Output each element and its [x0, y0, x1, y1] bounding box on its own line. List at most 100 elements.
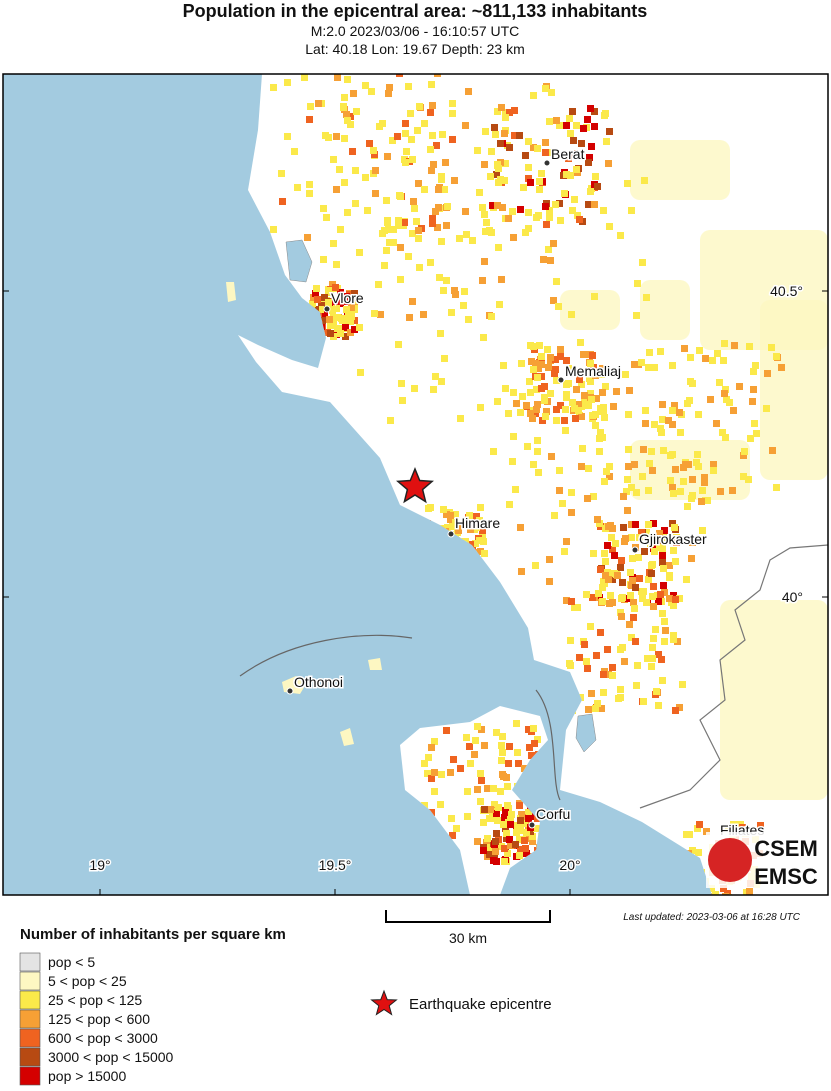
population-cell — [531, 740, 538, 747]
population-cell — [508, 811, 515, 818]
population-cell — [645, 576, 652, 583]
population-cell — [516, 836, 523, 843]
population-cell — [640, 446, 647, 453]
legend-label: 5 < pop < 25 — [48, 973, 127, 989]
population-cell — [409, 230, 416, 237]
population-cell — [588, 396, 595, 403]
population-cell — [650, 520, 657, 527]
population-cell — [486, 844, 493, 851]
population-cell — [538, 353, 545, 360]
legend-label: 3000 < pop < 15000 — [48, 1049, 174, 1065]
population-cell — [351, 294, 358, 301]
population-cell — [334, 314, 341, 321]
population-cell — [695, 463, 702, 470]
population-cell — [432, 208, 439, 215]
population-cell — [506, 743, 513, 750]
population-cell — [402, 130, 409, 137]
population-cell — [592, 422, 599, 429]
population-cell — [553, 377, 560, 384]
population-cell — [310, 294, 317, 301]
population-cell — [638, 359, 645, 366]
population-cell — [549, 149, 556, 156]
population-cell — [669, 421, 676, 428]
population-cell — [502, 807, 509, 814]
population-cell — [530, 144, 537, 151]
population-cell — [350, 90, 357, 97]
population-cell — [306, 116, 313, 123]
population-cell — [634, 280, 641, 287]
subtitle: M:2.0 2023/03/06 - 16:10:57 UTC — [311, 23, 520, 39]
population-cell — [730, 407, 737, 414]
population-cell — [687, 354, 694, 361]
population-cell — [538, 170, 545, 177]
population-cell — [583, 591, 590, 598]
population-cell — [333, 261, 340, 268]
population-cell — [456, 235, 463, 242]
population-cell — [651, 548, 658, 555]
population-cell — [438, 771, 445, 778]
population-cell — [480, 334, 487, 341]
population-cell — [542, 149, 549, 156]
population-cell — [375, 281, 382, 288]
population-cell — [431, 788, 438, 795]
population-cell — [720, 885, 727, 892]
population-cell — [535, 469, 542, 476]
population-cell — [534, 401, 541, 408]
city-dot — [631, 546, 639, 554]
population-cell — [680, 478, 687, 485]
population-cell — [516, 132, 523, 139]
population-cell — [518, 360, 525, 367]
population-cell — [581, 641, 588, 648]
population-cell — [448, 815, 455, 822]
population-cell — [709, 357, 716, 364]
population-cell — [477, 770, 484, 777]
population-cell — [657, 348, 664, 355]
population-cell — [667, 477, 674, 484]
population-cell — [344, 76, 351, 83]
population-cell — [635, 554, 642, 561]
logo-text: CSEM — [754, 836, 818, 861]
population-cell — [521, 820, 528, 827]
population-cell — [571, 150, 578, 157]
population-cell — [466, 512, 473, 519]
population-cell — [661, 638, 668, 645]
population-cell — [342, 333, 349, 340]
population-cell — [591, 293, 598, 300]
population-cell — [429, 215, 436, 222]
population-cell — [529, 838, 536, 845]
population-cell — [556, 200, 563, 207]
population-cell — [312, 290, 319, 297]
population-cell — [416, 103, 423, 110]
population-cell — [525, 809, 532, 816]
population-cell — [695, 849, 702, 856]
population-cell — [542, 85, 549, 92]
population-cell — [291, 148, 298, 155]
population-cell — [628, 484, 635, 491]
population-cell — [707, 396, 714, 403]
population-cell — [576, 654, 583, 661]
population-cell — [553, 417, 560, 424]
population-cell — [568, 489, 575, 496]
population-cell — [447, 769, 454, 776]
population-cell — [583, 658, 590, 665]
population-cell — [490, 785, 497, 792]
population-cell — [437, 801, 444, 808]
population-cell — [442, 159, 449, 166]
population-cell — [699, 487, 706, 494]
population-cell — [294, 184, 301, 191]
population-cell — [769, 447, 776, 454]
population-cell — [492, 848, 499, 855]
population-cell — [566, 115, 573, 122]
population-cell — [438, 378, 445, 385]
population-cell — [352, 200, 359, 207]
population-cell — [452, 511, 459, 518]
population-cell — [626, 387, 633, 394]
population-cell — [338, 315, 345, 322]
population-cell — [462, 208, 469, 215]
population-cell — [443, 727, 450, 734]
population-cell — [495, 165, 502, 172]
population-cell — [506, 836, 513, 843]
population-cell — [661, 618, 668, 625]
population-cell — [597, 429, 604, 436]
population-cell — [571, 604, 578, 611]
